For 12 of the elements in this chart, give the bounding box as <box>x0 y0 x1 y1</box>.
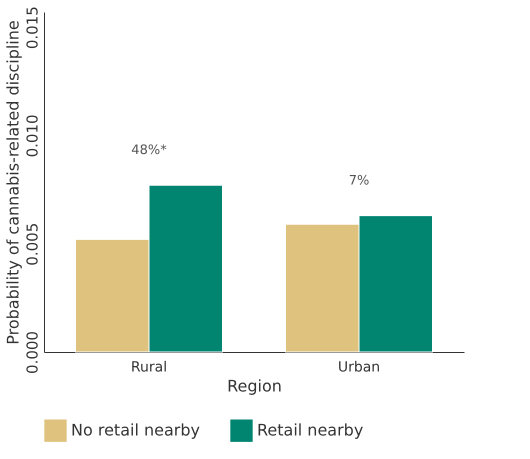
x-tick-label: Rural <box>130 360 168 376</box>
x-axis-title: Region <box>227 376 282 396</box>
annotation: 48%* <box>131 143 168 158</box>
y-tick-label: 0.015 <box>24 6 42 50</box>
y-tick-label: 0.000 <box>24 331 42 374</box>
y-tick-label: 0.005 <box>24 222 42 266</box>
x-tick-label: Urban <box>338 360 380 376</box>
annotation: 7% <box>348 174 370 189</box>
legend-label: No retail nearby <box>71 420 200 440</box>
legend-label: Retail nearby <box>257 420 364 440</box>
y-tick-label: 0.010 <box>24 114 42 158</box>
y-axis-title: Probability of cannabis-related discipline <box>4 20 22 345</box>
